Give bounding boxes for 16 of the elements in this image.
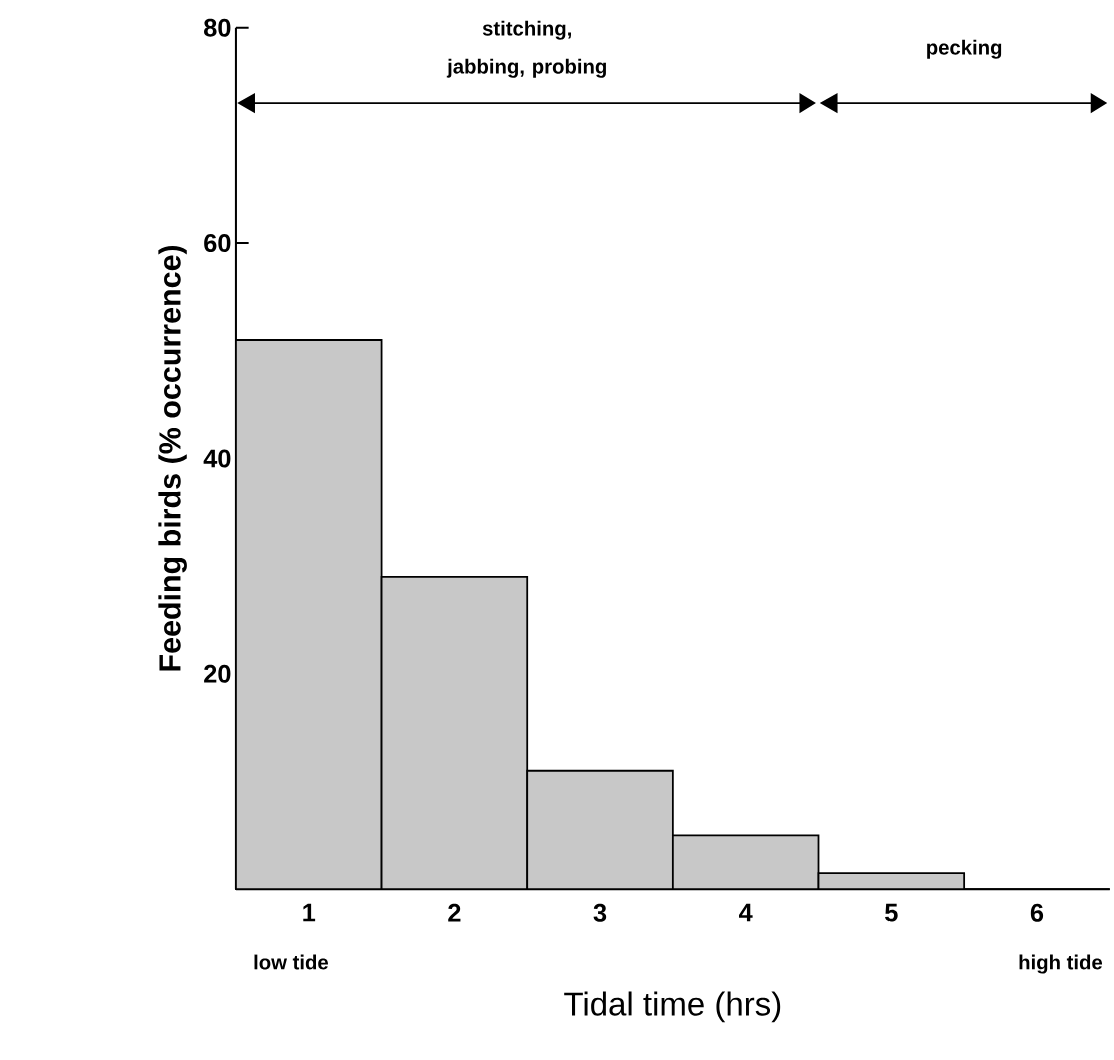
text: low tide [254,954,328,970]
x-tick-label: 2 [448,903,461,922]
y-tick-label: 20 [204,664,231,683]
y-tick-label: 80 [204,18,231,37]
x-axis-title: Tidal time (hrs) [564,991,781,1023]
y-axis-title: Feeding birds (% occurrence) [158,245,187,671]
annotation: stitching, jabbing, probing [446,20,606,78]
x-tick-label: 3 [593,903,607,922]
x-tick-label: 5 [885,903,898,922]
y-tick-label: 60 [204,233,231,252]
y-tick-label: 40 [203,449,231,468]
x-tick-label: 6 [1030,903,1044,922]
annotation: pecking [927,39,1002,59]
x-tick-label: 4 [739,903,753,922]
text: high tide [1019,954,1103,974]
x-tick-label: 1 [303,903,316,922]
